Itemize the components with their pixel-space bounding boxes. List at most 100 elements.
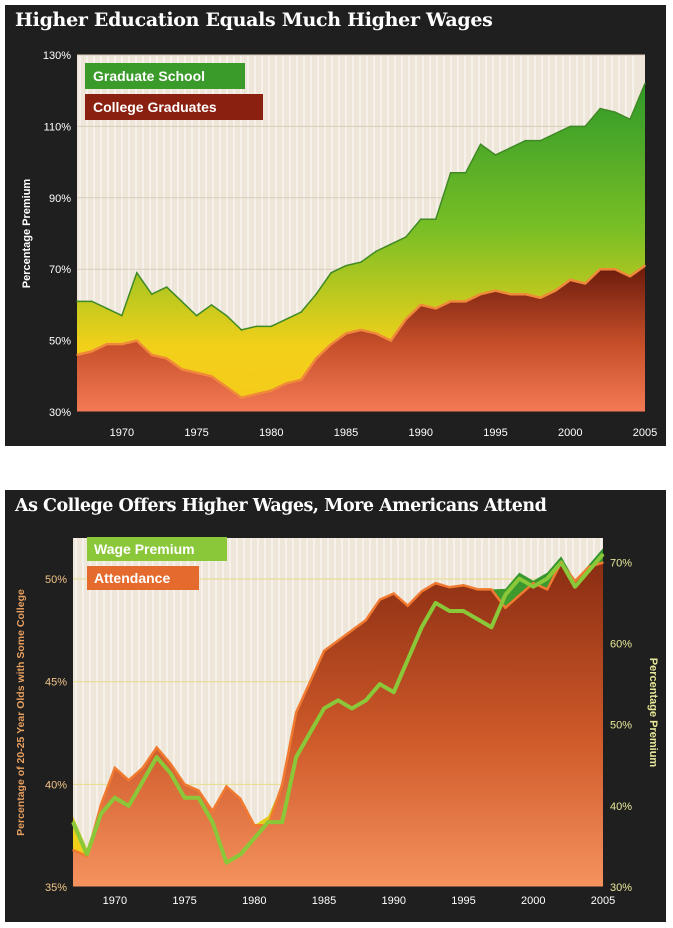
- data-point: [135, 339, 138, 342]
- data-point: [100, 804, 102, 806]
- data-point: [285, 382, 288, 385]
- data-point: [197, 789, 200, 792]
- data-point: [270, 325, 273, 328]
- data-point: [345, 332, 347, 335]
- data-point: [390, 243, 392, 246]
- data-point: [464, 172, 467, 174]
- data-point: [524, 293, 527, 295]
- y-tick-label: 40%: [45, 779, 67, 791]
- data-point: [195, 371, 198, 374]
- data-point: [448, 610, 451, 612]
- data-point: [539, 296, 542, 299]
- data-point: [420, 590, 423, 593]
- y-right-tick-label: 40%: [610, 801, 632, 813]
- data-point: [210, 304, 213, 306]
- data-point: [295, 711, 297, 714]
- y-tick-label: 35%: [45, 882, 67, 894]
- data-point: [360, 261, 362, 263]
- data-point: [225, 861, 228, 864]
- data-point: [281, 821, 284, 823]
- chart-panel-wages: Higher Education Equals Much Higher Wage…: [5, 5, 666, 446]
- data-point: [509, 293, 512, 295]
- data-point: [476, 588, 479, 591]
- data-point: [323, 707, 325, 710]
- data-point: [211, 821, 214, 823]
- data-point: [518, 577, 521, 580]
- data-point: [644, 264, 646, 267]
- x-tick-label: 2000: [558, 427, 582, 439]
- data-point: [225, 785, 228, 788]
- data-point: [532, 585, 535, 588]
- x-tick-label: 1970: [103, 895, 127, 907]
- data-point: [337, 639, 339, 642]
- x-tick-label: 2000: [521, 895, 545, 907]
- data-point: [629, 118, 631, 121]
- legend-label-attendance: Attendance: [94, 570, 170, 586]
- data-point: [554, 132, 557, 135]
- data-point: [574, 580, 576, 582]
- data-point: [300, 311, 303, 313]
- data-point: [345, 264, 347, 267]
- data-point: [449, 300, 452, 303]
- data-point: [584, 282, 587, 285]
- data-point: [599, 268, 601, 271]
- data-point: [211, 810, 214, 812]
- data-point: [165, 286, 168, 288]
- y-tick-label: 130%: [43, 50, 71, 62]
- data-point: [434, 307, 437, 310]
- data-point: [584, 125, 587, 128]
- data-point: [180, 368, 183, 370]
- data-point: [518, 594, 521, 597]
- series-area-college-graduates: [77, 265, 645, 412]
- data-point: [360, 329, 362, 331]
- data-point: [554, 289, 557, 292]
- data-point: [644, 82, 646, 85]
- x-tick-label: 1990: [409, 427, 433, 439]
- data-point: [524, 139, 527, 142]
- data-point: [183, 796, 186, 799]
- data-point: [365, 619, 367, 621]
- x-tick-label: 2005: [633, 427, 657, 439]
- data-point: [91, 300, 93, 303]
- data-point: [127, 779, 130, 782]
- data-point: [434, 218, 437, 221]
- data-point: [419, 218, 422, 221]
- data-point: [72, 821, 74, 823]
- data-point: [86, 853, 88, 856]
- x-tick-label: 1985: [334, 427, 358, 439]
- data-point: [479, 143, 482, 146]
- data-point: [546, 588, 549, 591]
- data-point: [155, 756, 158, 758]
- data-point: [490, 588, 493, 591]
- data-point: [100, 813, 102, 815]
- data-point: [240, 396, 243, 399]
- y-right-tick-label: 60%: [610, 639, 632, 651]
- data-point: [375, 250, 377, 253]
- data-point: [337, 699, 339, 702]
- data-point: [141, 767, 144, 769]
- data-point: [285, 318, 288, 320]
- data-point: [504, 607, 507, 609]
- data-point: [150, 354, 153, 356]
- data-point: [569, 279, 572, 281]
- data-point: [76, 300, 78, 303]
- data-point: [114, 767, 116, 769]
- x-tick-label: 1970: [110, 427, 134, 439]
- data-point: [509, 147, 512, 149]
- data-point: [375, 332, 377, 335]
- x-tick-label: 1975: [184, 427, 208, 439]
- data-point: [490, 626, 493, 629]
- data-point: [210, 375, 213, 378]
- chart-panel-attendance: As College Offers Higher Wages, More Ame…: [5, 490, 666, 922]
- data-point: [532, 582, 535, 584]
- x-tick-label: 1985: [312, 895, 336, 907]
- y-tick-label: 50%: [45, 574, 67, 586]
- chart-wages-svg: 30% 50% 70% 90% 110% 130% 1970 1975 1980 1985 1990…: [21, 50, 657, 439]
- data-point: [494, 289, 497, 292]
- data-point: [239, 853, 242, 856]
- data-point: [225, 314, 228, 317]
- data-point: [392, 592, 395, 595]
- data-point: [406, 604, 409, 607]
- data-point: [267, 824, 270, 827]
- data-point: [255, 393, 258, 395]
